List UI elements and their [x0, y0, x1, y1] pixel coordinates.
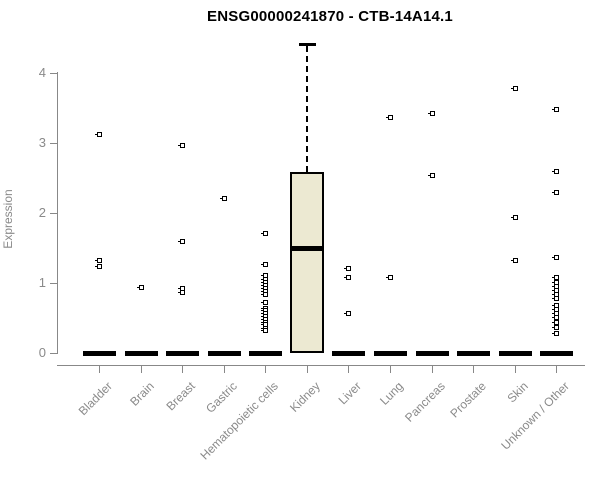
outlier-point [178, 239, 185, 244]
y-tick-mark [50, 353, 57, 354]
y-tick-label: 3 [38, 135, 46, 150]
outlier-point [552, 325, 559, 331]
y-tick-mark [50, 213, 57, 214]
outlier-point [261, 230, 268, 236]
outlier-point [344, 311, 351, 317]
y-axis-label: Expression [1, 189, 15, 249]
x-tick-mark [348, 365, 349, 373]
collapsed-box-bar [457, 351, 490, 356]
outlier-point [428, 172, 435, 178]
box-whisker-cap [299, 42, 316, 46]
collapsed-box-bar [249, 351, 282, 356]
outlier-point [178, 290, 185, 296]
collapsed-box-bar [83, 351, 116, 356]
x-axis-line [57, 365, 585, 366]
x-tick-mark [99, 365, 100, 373]
outlier-point [95, 264, 102, 270]
outlier-point [261, 291, 268, 297]
y-tick-label: 4 [38, 65, 46, 80]
outlier-point [552, 169, 559, 174]
y-tick-label: 1 [38, 275, 46, 290]
collapsed-box-bar [499, 351, 532, 356]
outlier-point [178, 143, 185, 149]
outlier-point [261, 262, 268, 268]
outlier-point [552, 319, 559, 325]
collapsed-box-bar [374, 351, 407, 356]
outlier-point [137, 284, 144, 290]
outlier-point [552, 190, 559, 195]
collapsed-box-bar [166, 351, 199, 356]
outlier-point [95, 131, 102, 137]
outlier-point [552, 330, 559, 336]
outlier-point [261, 299, 268, 305]
x-tick-mark [224, 365, 225, 373]
x-tick-mark [307, 365, 308, 373]
collapsed-box-bar [540, 351, 573, 356]
outlier-point [386, 115, 393, 121]
outlier-point [511, 85, 518, 91]
outlier-point [386, 274, 393, 280]
x-tick-mark [141, 365, 142, 373]
box-plot-box [290, 172, 324, 353]
y-tick-mark [50, 283, 57, 284]
x-tick-mark [515, 365, 516, 373]
x-tick-mark [432, 365, 433, 373]
collapsed-box-bar [416, 351, 449, 356]
outlier-point [552, 107, 559, 113]
outlier-point [552, 255, 559, 261]
chart-title: ENSG00000241870 - CTB-14A14.1 [207, 8, 453, 25]
outlier-point [261, 327, 268, 333]
x-tick-mark [265, 365, 266, 373]
outlier-point [344, 266, 351, 272]
outlier-point [95, 257, 102, 263]
outlier-point [552, 296, 559, 302]
collapsed-box-bar [125, 351, 158, 356]
y-axis-line [57, 72, 58, 354]
x-tick-mark [473, 365, 474, 373]
y-tick-mark [50, 73, 57, 74]
box-whisker [306, 45, 308, 173]
outlier-point [428, 110, 435, 116]
outlier-point [344, 274, 351, 280]
y-tick-label: 0 [38, 345, 46, 360]
outlier-point [511, 215, 518, 221]
box-median-line [290, 246, 324, 251]
x-tick-mark [556, 365, 557, 373]
y-tick-mark [50, 143, 57, 144]
outlier-point [220, 196, 227, 202]
outlier-point [511, 257, 518, 263]
x-tick-mark [182, 365, 183, 373]
x-tick-mark [390, 365, 391, 373]
y-tick-label: 2 [38, 205, 46, 220]
collapsed-box-bar [208, 351, 241, 356]
collapsed-box-bar [332, 351, 365, 356]
